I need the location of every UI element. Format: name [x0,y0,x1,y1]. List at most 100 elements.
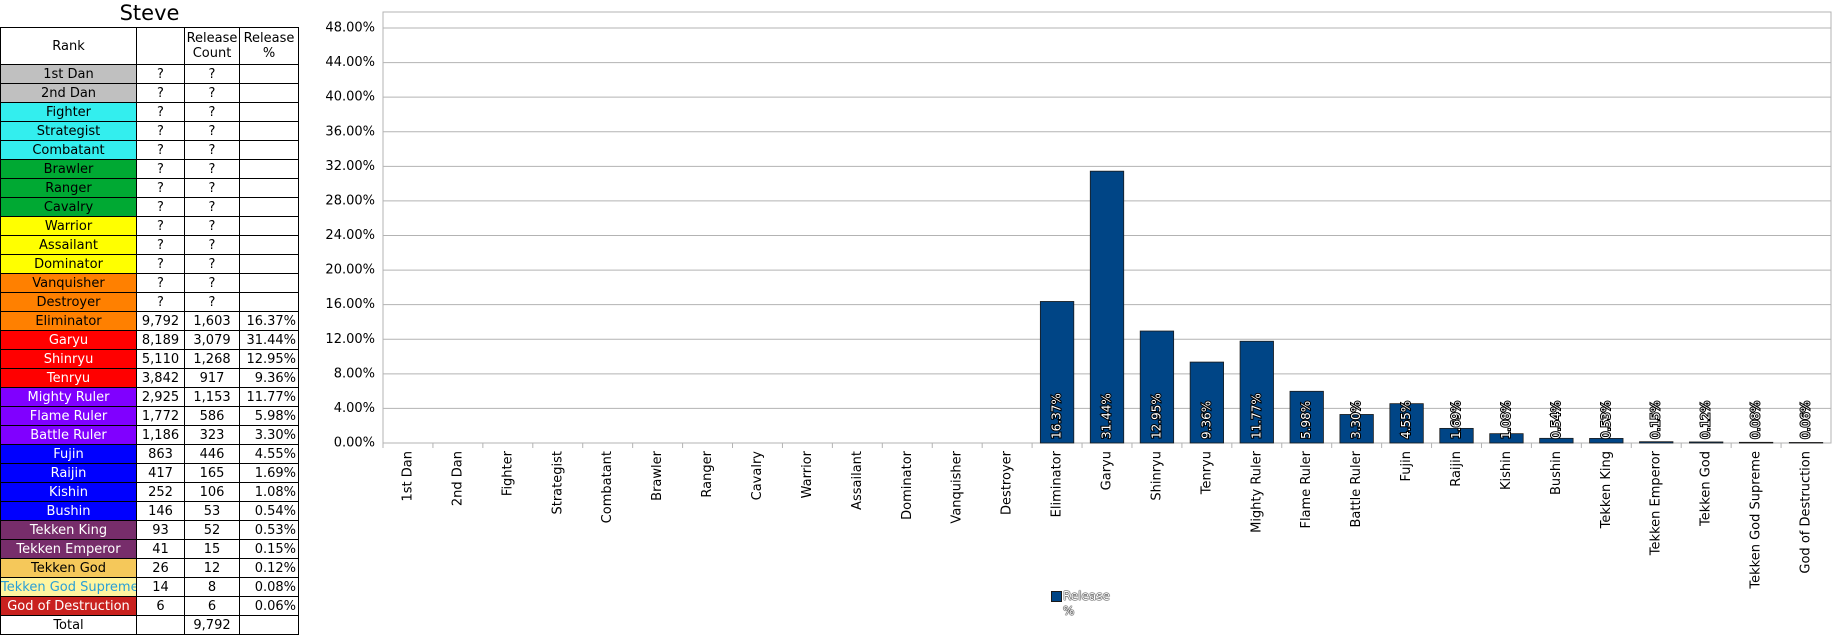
table-cell: Brawler [0,159,137,179]
table-cell: 417 [136,463,185,483]
table-cell: ? [184,254,240,274]
table-cell: 446 [184,444,240,464]
x-tick-label: Cavalry [750,451,765,501]
data-label: 9.36% [1199,401,1213,439]
y-tick-label: 32.00% [325,159,375,174]
bar [1689,441,1724,444]
table-row: Destroyer?? [0,292,300,312]
x-tick-label: Ranger [700,450,715,497]
rank-table: Steve Rank Release Count Release % 1st Dan??… [0,0,300,635]
y-tick-label: 48.00% [325,21,375,36]
table-cell: Eliminator [0,311,137,331]
bar [1639,441,1674,444]
table-cell: ? [136,254,185,274]
table-cell [238,83,300,103]
table-row: Strategist?? [0,121,300,141]
table-row: Combatant?? [0,140,300,160]
table-row: Dominator?? [0,254,300,274]
bar [1189,361,1224,444]
table-row: Tenryu 3,842 917 9.36% [0,368,300,388]
table-cell: ? [184,159,240,179]
data-label: 1.69% [1449,401,1463,439]
table-cell: 14 [136,577,185,597]
table-row: Brawler?? [0,159,300,179]
table-cell: ? [136,178,185,198]
x-tick-label: Battle Ruler [1349,450,1364,527]
y-tick-label: 36.00% [325,124,375,139]
y-tick-label: 24.00% [325,228,375,243]
bar [1239,340,1274,444]
table-cell: 1,603 [184,311,240,331]
table-cell: ? [184,273,240,293]
x-tick-label: Tenryu [1199,451,1214,495]
x-tick-label: Assailant [850,451,865,510]
table-cell: 863 [136,444,185,464]
table-row: Battle Ruler 1,186 323 3.30% [0,425,300,445]
table-cell: 165 [184,463,240,483]
table-cell [238,102,300,122]
bar [1738,441,1774,444]
table-row: Tekken King 93 52 0.53% [0,520,300,540]
table-row: Cavalry?? [0,197,300,217]
data-label: 5.98% [1299,401,1313,439]
x-tick-label: Strategist [550,451,565,515]
table-cell: 917 [184,368,240,388]
data-label: 0.54% [1549,401,1563,439]
table-cell: 1.08% [238,482,300,502]
table-cell: ? [184,235,240,255]
data-label: 0.06% [1799,401,1813,439]
x-tick-label: Warrior [800,450,815,498]
table-cell: 9,792 [184,615,240,635]
table-cell: Assailant [0,235,137,255]
table-cell: ? [184,197,240,217]
table-cell: 1.69% [238,463,300,483]
table-cell: Raijin [0,463,137,483]
table-cell [238,292,300,312]
data-label: 16.37% [1050,393,1064,439]
table-cell: 3,842 [136,368,185,388]
table-cell: ? [136,235,185,255]
data-label: 0.08% [1749,401,1763,439]
table-cell: Garyu [0,330,137,350]
x-tick-label: Dominator [900,450,915,519]
table-cell: 9,792 [136,311,185,331]
data-label: 12.95% [1149,393,1163,439]
table-row: Tekken Emperor 41 15 0.15% [0,539,300,559]
x-tick-label: 2nd Dan [450,451,465,506]
table-cell: ? [184,292,240,312]
table-row: Total 9,792 [0,615,300,635]
table-cell: ? [136,216,185,236]
table-cell: ? [136,273,185,293]
y-tick-label: 40.00% [325,90,375,105]
table-cell: ? [184,64,240,84]
x-tick-label: Tekken King [1599,451,1614,529]
data-label: 3.30% [1349,401,1363,439]
table-cell: Tekken Emperor [0,539,137,559]
y-tick-label: 12.00% [325,332,375,347]
table-cell [238,178,300,198]
table-cell: Shinryu [0,349,137,369]
data-label: 11.77% [1249,393,1263,439]
table-row: Tekken God 26 12 0.12% [0,558,300,578]
table-cell: ? [184,102,240,122]
table-cell: 0.08% [238,577,300,597]
y-tick-label: 16.00% [325,297,375,312]
table-cell: Tenryu [0,368,137,388]
table-cell: 11.77% [238,387,300,407]
table-cell: Fighter [0,102,137,122]
bar [1089,170,1125,444]
x-tick-label: Vanquisher [950,450,965,523]
x-tick-label: 1st Dan [400,451,415,502]
x-tick-label: Fighter [500,450,515,496]
y-tick-label: 20.00% [325,263,375,278]
table-cell: ? [136,292,185,312]
table-cell: Bushin [0,501,137,521]
x-tick-label: Destroyer [1000,450,1015,515]
bar [1539,437,1574,444]
table-cell: ? [136,197,185,217]
legend: Release % [1051,589,1121,619]
table-cell: 252 [136,482,185,502]
table-cell: Strategist [0,121,137,141]
table-cell: 0.12% [238,558,300,578]
